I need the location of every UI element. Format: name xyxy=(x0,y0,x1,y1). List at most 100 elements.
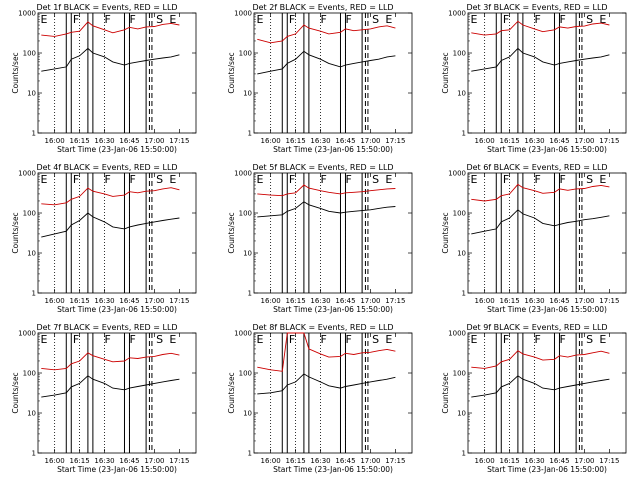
x-tick-label: 16:45 xyxy=(119,457,139,465)
panel-det-2: Det 2f BLACK = Events, RED = LLD 1 10 100 10… xyxy=(227,3,413,154)
plot-frame xyxy=(253,172,413,294)
segment-marker: E xyxy=(385,173,392,186)
y-tick-label: 100 xyxy=(23,50,36,58)
segment-marker: S xyxy=(586,173,593,186)
x-tick-label: 16:45 xyxy=(549,457,569,465)
y-tick-label: 100 xyxy=(239,370,252,378)
x-tick-label: 16:45 xyxy=(549,137,569,145)
y-tick-label: 100 xyxy=(453,210,466,218)
segment-marker: F xyxy=(105,173,111,186)
lld-series-line xyxy=(41,187,180,206)
y-tick-label: 1000 xyxy=(448,170,466,178)
plot-frame xyxy=(253,332,413,454)
x-axis-label: Start Time (23-Jan-06 15:50:00) xyxy=(273,465,393,474)
y-tick-label: 1 xyxy=(462,130,466,138)
segment-marker: S xyxy=(586,13,593,26)
panel-title: Det 8f BLACK = Events, RED = LLD xyxy=(252,323,393,332)
x-tick-label: 16:00 xyxy=(475,457,495,465)
segment-marker: S xyxy=(372,333,379,346)
segment-marker: F xyxy=(535,13,541,26)
segment-marker: S xyxy=(156,333,163,346)
segment-marker: E xyxy=(599,173,606,186)
x-tick-label: 16:15 xyxy=(69,137,89,145)
segment-marker: S xyxy=(372,173,379,186)
x-axis-label: Start Time (23-Jan-06 15:50:00) xyxy=(487,305,607,314)
y-tick-label: 1000 xyxy=(18,170,36,178)
y-tick-label: 1000 xyxy=(234,10,252,18)
x-axis-label: Start Time (23-Jan-06 15:50:00) xyxy=(57,465,177,474)
segment-marker: F xyxy=(289,173,295,186)
segment-marker: E xyxy=(385,333,392,346)
x-axis-label: Start Time (23-Jan-06 15:50:00) xyxy=(487,465,607,474)
x-tick-label: 16:45 xyxy=(335,137,355,145)
x-tick-label: 16:30 xyxy=(524,297,544,305)
panel-title: Det 1f BLACK = Events, RED = LLD xyxy=(36,3,177,12)
segment-marker: E xyxy=(599,333,606,346)
segment-marker: E xyxy=(599,13,606,26)
panel-title: Det 3f BLACK = Events, RED = LLD xyxy=(466,3,607,12)
y-tick-label: 1000 xyxy=(234,330,252,338)
plot-frame xyxy=(37,172,197,294)
y-tick-label: 10 xyxy=(243,250,252,258)
y-axis-label: Counts/sec xyxy=(227,212,236,253)
segment-marker: F xyxy=(345,333,351,346)
segment-marker: F xyxy=(503,333,509,346)
y-tick-label: 10 xyxy=(457,90,466,98)
y-tick-label: 1 xyxy=(462,450,466,458)
y-tick-label: 1 xyxy=(32,290,36,298)
lld-series-line xyxy=(257,184,396,197)
y-tick-label: 100 xyxy=(239,50,252,58)
panel-det-8: Det 8f BLACK = Events, RED = LLD 1 10 100 10… xyxy=(227,323,413,474)
y-tick-label: 10 xyxy=(27,410,36,418)
plot-frame xyxy=(37,12,197,134)
x-tick-label: 17:15 xyxy=(169,297,189,305)
y-tick-label: 10 xyxy=(243,90,252,98)
segment-marker: F xyxy=(321,333,327,346)
y-axis-label: Counts/sec xyxy=(441,212,450,253)
y-tick-label: 100 xyxy=(239,210,252,218)
panel-title: Det 6f BLACK = Events, RED = LLD xyxy=(466,163,607,172)
panel-det-4: Det 4f BLACK = Events, RED = LLD 1 10 100 10… xyxy=(11,163,197,314)
plot-frame xyxy=(253,12,413,134)
y-tick-label: 1000 xyxy=(448,330,466,338)
segment-marker: E xyxy=(40,13,47,26)
segment-marker: E xyxy=(169,13,176,26)
segment-marker: F xyxy=(129,13,135,26)
y-tick-label: 100 xyxy=(23,370,36,378)
x-tick-label: 17:15 xyxy=(385,457,405,465)
events-series-line xyxy=(41,47,180,72)
x-tick-label: 16:00 xyxy=(475,297,495,305)
y-tick-label: 1000 xyxy=(234,170,252,178)
segment-marker: F xyxy=(105,13,111,26)
x-tick-label: 17:00 xyxy=(574,297,594,305)
x-tick-label: 17:00 xyxy=(144,457,164,465)
x-tick-label: 16:45 xyxy=(119,137,139,145)
x-axis-label: Start Time (23-Jan-06 15:50:00) xyxy=(57,305,177,314)
y-tick-label: 10 xyxy=(457,410,466,418)
plot-frame xyxy=(467,12,627,134)
y-tick-label: 100 xyxy=(453,50,466,58)
segment-marker: E xyxy=(40,333,47,346)
y-axis-label: Counts/sec xyxy=(11,372,20,413)
x-tick-label: 17:00 xyxy=(360,137,380,145)
segment-marker: F xyxy=(129,173,135,186)
y-axis-label: Counts/sec xyxy=(11,212,20,253)
y-axis-label: Counts/sec xyxy=(227,52,236,93)
segment-marker: F xyxy=(73,13,79,26)
segment-marker: F xyxy=(345,173,351,186)
segment-marker: F xyxy=(503,13,509,26)
segment-marker: E xyxy=(169,333,176,346)
events-series-line xyxy=(471,375,610,398)
x-tick-label: 17:00 xyxy=(360,457,380,465)
x-tick-label: 16:30 xyxy=(94,297,114,305)
panel-title: Det 2f BLACK = Events, RED = LLD xyxy=(252,3,393,12)
x-tick-label: 16:30 xyxy=(310,457,330,465)
segment-marker: F xyxy=(73,173,79,186)
lld-series-line xyxy=(471,20,610,36)
panel-title: Det 5f BLACK = Events, RED = LLD xyxy=(252,163,393,172)
lld-series-line xyxy=(41,21,180,37)
events-series-line xyxy=(471,47,610,72)
x-tick-label: 16:30 xyxy=(310,137,330,145)
x-tick-label: 16:15 xyxy=(69,297,89,305)
plot-frame xyxy=(467,332,627,454)
